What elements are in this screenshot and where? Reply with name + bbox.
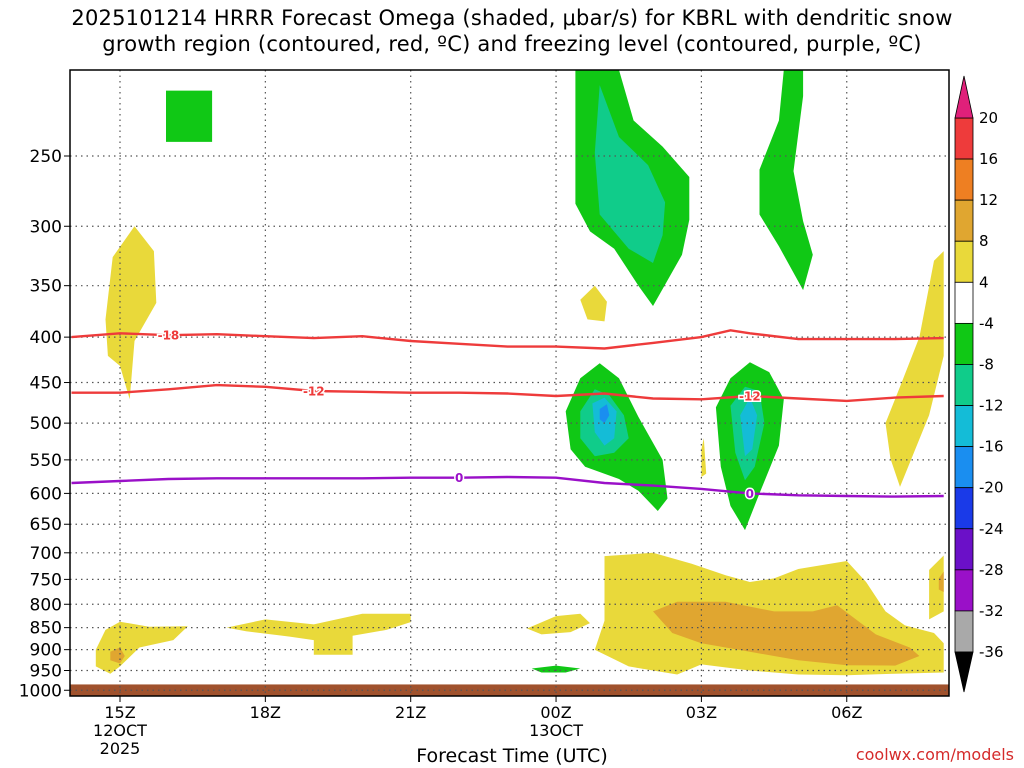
- contour-freezing: [71, 475, 944, 498]
- x-tick-date: 13OCT: [529, 721, 583, 740]
- colorbar-label-16: 16: [979, 150, 998, 168]
- x-tick-label-03Z: 03Z: [686, 703, 717, 722]
- omega-region-21: [653, 601, 920, 666]
- colorbar-arrow-low: [954, 651, 974, 693]
- x-tick-year: 2025: [100, 739, 141, 758]
- omega-region-13: [740, 397, 758, 457]
- credit-link[interactable]: coolwx.com/models: [855, 745, 1014, 764]
- y-tick-label-650: 650: [30, 515, 62, 535]
- omega-region-3: [594, 85, 666, 263]
- colorbar-bin-2: [954, 199, 974, 242]
- colorbar-label--32: -32: [979, 602, 1004, 620]
- colorbar-bin-1: [954, 158, 974, 201]
- colorbar-bin-11: [954, 569, 974, 612]
- contour-dgz_minus18: [71, 329, 944, 350]
- y-tick-label-850: 850: [30, 619, 62, 639]
- omega-region-15: [95, 621, 188, 674]
- y-tick-label-550: 550: [30, 451, 62, 471]
- colorbar-bin-3: [954, 240, 974, 283]
- colorbar-label--8: -8: [979, 355, 994, 373]
- omega-region-23: [938, 571, 944, 592]
- y-tick-label-450: 450: [30, 374, 62, 394]
- y-tick-label-900: 900: [30, 641, 62, 661]
- grid-layer: [70, 70, 949, 696]
- omega-region-19: [531, 665, 581, 673]
- omega-region-17: [226, 613, 411, 655]
- y-tick-label-300: 300: [30, 217, 62, 237]
- ground-below-surface: [70, 684, 949, 696]
- omega-region-22: [929, 555, 944, 620]
- x-tick-label-00Z: 00Z: [540, 703, 571, 722]
- omega-region-16: [110, 647, 125, 664]
- colorbar-label--12: -12: [979, 397, 1004, 415]
- y-tick-label-950: 950: [30, 661, 62, 681]
- colorbar-label--4: -4: [979, 314, 994, 332]
- contour-label-freezing-1: 0: [746, 487, 754, 501]
- contour-label-dgz_minus12-0: -12: [303, 384, 325, 398]
- y-tick-label-1000: 1000: [19, 681, 62, 701]
- chart-title-line2: growth region (contoured, red, ºC) and f…: [102, 32, 922, 56]
- colorbar: 20 16 12 8 4 -4 -8 -12 -16 -20 -24 -28 -32 -36: [954, 75, 1004, 693]
- x-tick-label-06Z: 06Z: [831, 703, 862, 722]
- contour-label-dgz_minus12-1: -12: [739, 389, 761, 403]
- contour-dgz_minus12: [71, 383, 944, 403]
- colorbar-arrow-high: [954, 75, 974, 119]
- colorbar-bin-6: [954, 364, 974, 406]
- colorbar-label--16: -16: [979, 438, 1004, 456]
- colorbar-label--20: -20: [979, 479, 1004, 497]
- colorbar-label--36: -36: [979, 643, 1004, 661]
- y-tick-label-350: 350: [30, 277, 62, 297]
- x-tick-date: 12OCT: [93, 721, 147, 740]
- omega-region-4: [759, 70, 813, 291]
- colorbar-bin-9: [954, 487, 974, 530]
- omega-region-1: [105, 226, 157, 400]
- colorbar-bin-12: [954, 610, 974, 653]
- colorbar-label-20: 20: [979, 109, 998, 127]
- colorbar-bin-5: [954, 322, 974, 365]
- x-tick-label-15Z: 15Z: [104, 703, 135, 722]
- chart-title-line1: 2025101214 HRRR Forecast Omega (shaded, …: [71, 6, 953, 30]
- colorbar-bin-8: [954, 446, 974, 489]
- omega-region-6: [885, 251, 944, 487]
- omega-region-5: [580, 285, 607, 322]
- colorbar-bin-10: [954, 528, 974, 571]
- y-tick-label-750: 750: [30, 570, 62, 590]
- y-tick-label-400: 400: [30, 328, 62, 348]
- x-tick-label-18Z: 18Z: [250, 703, 281, 722]
- colorbar-bin-4: [954, 281, 974, 324]
- y-tick-label-250: 250: [30, 147, 62, 167]
- omega-region-0: [166, 90, 213, 142]
- colorbar-label--24: -24: [979, 520, 1004, 538]
- x-tick-label-21Z: 21Z: [395, 703, 426, 722]
- contour-label-dgz_minus18-0: -18: [158, 329, 180, 343]
- omega-shading: [95, 70, 944, 676]
- y-tick-label-600: 600: [30, 484, 62, 504]
- colorbar-label-4: 4: [979, 273, 989, 291]
- colorbar-label-8: 8: [979, 232, 989, 250]
- colorbar-bin-0: [954, 117, 974, 160]
- y-axis: 2503003504004505005506006507007508008509…: [19, 147, 70, 701]
- y-tick-label-700: 700: [30, 544, 62, 564]
- colorbar-label-12: 12: [979, 191, 998, 209]
- x-axis-label: Forecast Time (UTC): [416, 745, 608, 767]
- contour-layer: -18 -12 -12 0 0: [71, 327, 944, 502]
- contour-label-freezing-0: 0: [455, 471, 463, 485]
- colorbar-label--28: -28: [979, 561, 1004, 579]
- omega-region-10: [599, 404, 610, 424]
- ground-layer: [70, 684, 949, 696]
- y-tick-label-500: 500: [30, 414, 62, 434]
- y-tick-label-800: 800: [30, 595, 62, 615]
- omega-region-18: [527, 613, 590, 635]
- colorbar-bin-7: [954, 405, 974, 448]
- omega-region-14: [701, 438, 707, 477]
